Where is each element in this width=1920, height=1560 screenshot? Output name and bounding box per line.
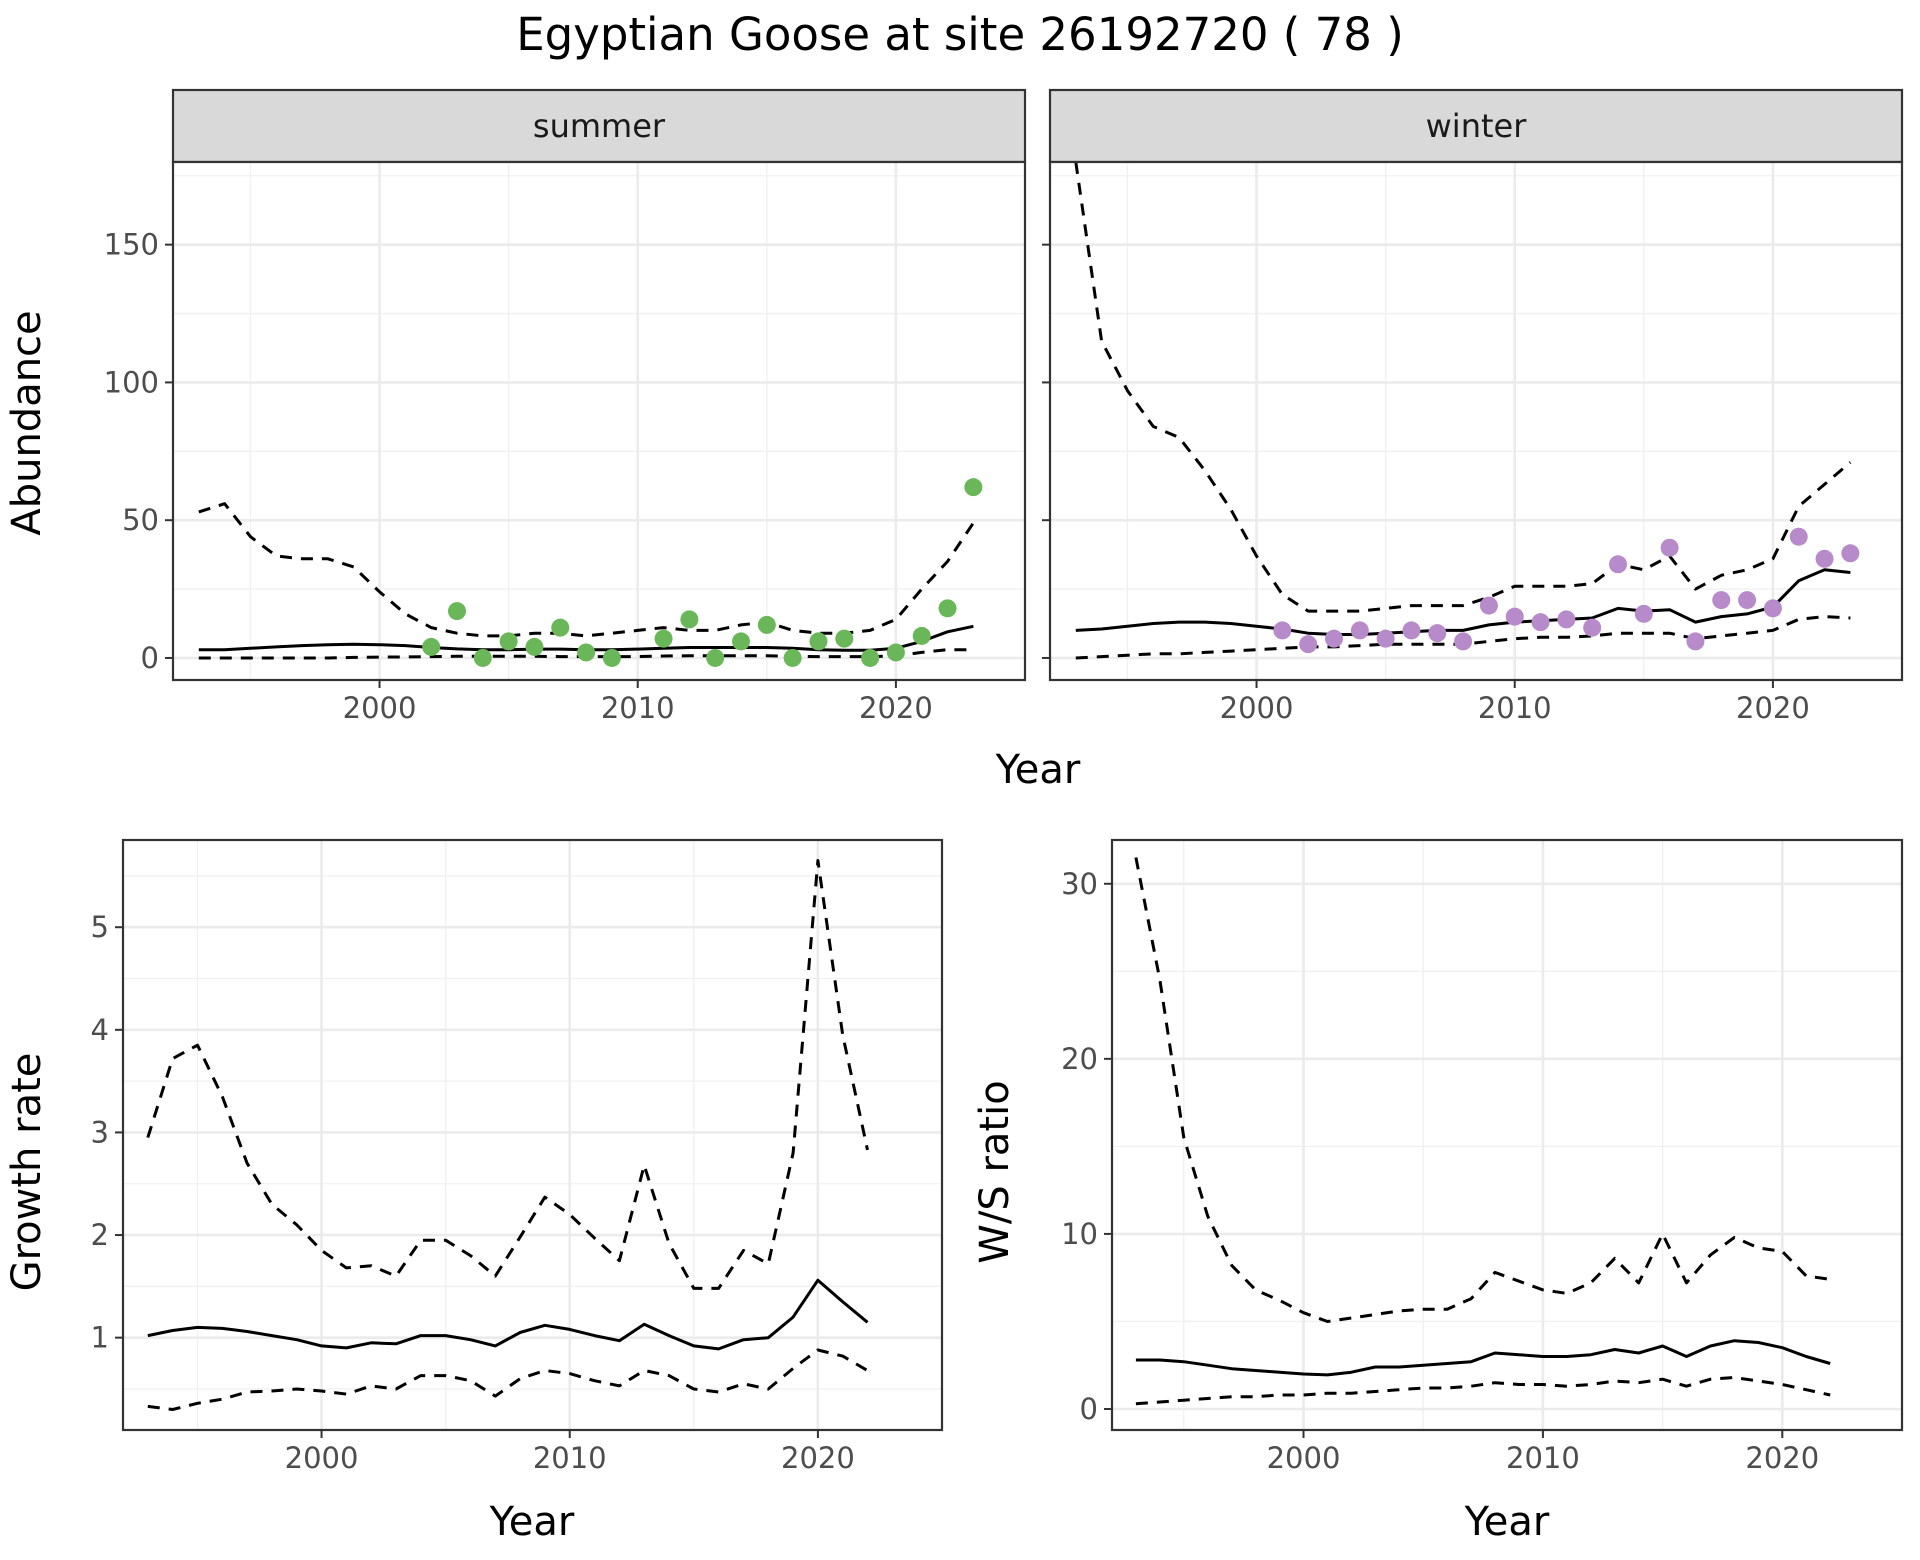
x-tick-label: 2000 xyxy=(1220,691,1294,725)
x-tick-label: 2020 xyxy=(859,691,933,725)
data-point xyxy=(1583,619,1601,637)
data-point xyxy=(1712,591,1730,609)
data-point xyxy=(474,649,492,667)
x-tick-label: 2010 xyxy=(1506,1441,1580,1475)
data-point xyxy=(1428,624,1446,642)
data-point xyxy=(1764,599,1782,617)
data-point xyxy=(1325,630,1343,648)
data-point xyxy=(1841,544,1859,562)
y-tick-label: 20 xyxy=(1061,1042,1098,1076)
data-point xyxy=(784,649,802,667)
data-point xyxy=(1454,632,1472,650)
data-point xyxy=(551,619,569,637)
data-point xyxy=(1273,621,1291,639)
data-point xyxy=(1609,555,1627,573)
data-point xyxy=(1402,621,1420,639)
data-point xyxy=(939,599,957,617)
data-point xyxy=(1816,550,1834,568)
panel-2: 2000 2010 2020 1 2 3 4 5 xyxy=(91,840,942,1475)
data-point xyxy=(525,638,543,656)
xlabel-ws: Year xyxy=(1464,1499,1550,1545)
y-tick-label: 10 xyxy=(1061,1217,1098,1251)
ylabel-ws-ratio: W/S ratio xyxy=(972,1080,1018,1263)
y-tick-label: 3 xyxy=(91,1115,109,1149)
data-point xyxy=(1635,605,1653,623)
y-tick-label: 150 xyxy=(104,228,159,262)
x-tick-label: 2010 xyxy=(533,1441,607,1475)
y-tick-label: 30 xyxy=(1061,867,1098,901)
data-point xyxy=(1506,608,1524,626)
y-tick-label: 0 xyxy=(141,641,159,675)
data-point xyxy=(1351,621,1369,639)
x-tick-label: 2000 xyxy=(1267,1441,1341,1475)
x-tick-label: 2020 xyxy=(1745,1441,1819,1475)
ylabel-growth-rate: Growth rate xyxy=(4,1053,50,1292)
data-point xyxy=(964,478,982,496)
data-point xyxy=(680,610,698,628)
data-point xyxy=(1377,630,1395,648)
data-point xyxy=(1480,597,1498,615)
data-point xyxy=(1790,528,1808,546)
data-point xyxy=(835,630,853,648)
xlabel-top: Year xyxy=(995,747,1081,793)
x-tick-label: 2000 xyxy=(285,1441,359,1475)
y-tick-label: 5 xyxy=(91,910,109,944)
y-tick-label: 0 xyxy=(1080,1392,1098,1426)
panel-1: 2000 2010 2020 xyxy=(1042,162,1902,725)
data-point xyxy=(913,627,931,645)
x-tick-label: 2010 xyxy=(601,691,675,725)
panel-0: 2000 2010 2020 0 50 100 150 xyxy=(104,162,1025,725)
x-tick-label: 2000 xyxy=(343,691,417,725)
y-tick-label: 1 xyxy=(91,1321,109,1355)
x-tick-label: 2020 xyxy=(1736,691,1810,725)
xlabel-growth: Year xyxy=(489,1499,575,1545)
data-point xyxy=(1557,610,1575,628)
data-point xyxy=(422,638,440,656)
data-point xyxy=(1738,591,1756,609)
y-tick-label: 50 xyxy=(122,503,159,537)
data-point xyxy=(448,602,466,620)
x-tick-label: 2010 xyxy=(1478,691,1552,725)
data-point xyxy=(887,643,905,661)
data-point xyxy=(655,630,673,648)
panel-3: 2000 2010 2020 0 10 20 30 xyxy=(1061,840,1902,1475)
data-point xyxy=(500,632,518,650)
y-tick-label: 4 xyxy=(91,1013,109,1047)
strip-label-winter: winter xyxy=(1426,107,1528,145)
data-point xyxy=(758,616,776,634)
chart-title: Egyptian Goose at site 26192720 ( 78 ) xyxy=(516,8,1404,61)
ylabel-abundance: Abundance xyxy=(4,310,50,535)
strip-label-summer: summer xyxy=(533,107,666,145)
data-point xyxy=(1661,539,1679,557)
data-point xyxy=(577,643,595,661)
data-point xyxy=(1532,613,1550,631)
data-point xyxy=(1299,635,1317,653)
x-tick-label: 2020 xyxy=(781,1441,855,1475)
y-tick-label: 100 xyxy=(104,365,159,399)
data-point xyxy=(603,649,621,667)
data-point xyxy=(861,649,879,667)
data-point xyxy=(1686,632,1704,650)
y-tick-label: 2 xyxy=(91,1218,109,1252)
data-point xyxy=(732,632,750,650)
data-point xyxy=(706,649,724,667)
data-point xyxy=(809,632,827,650)
